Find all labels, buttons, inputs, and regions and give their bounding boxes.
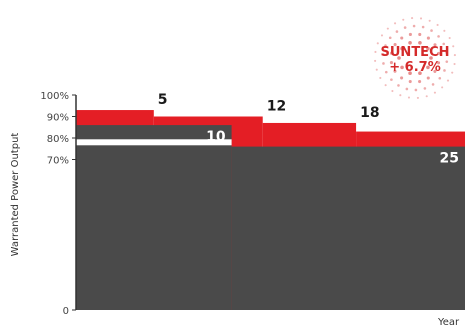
badge-dot <box>443 69 446 72</box>
y-tick-label-3: 90% <box>47 113 69 124</box>
badge-dot <box>384 44 387 47</box>
x-axis-title: Year <box>437 317 460 328</box>
badge-dot <box>379 76 382 79</box>
y-tick-label-1: 70% <box>47 156 69 167</box>
badge-percent-text: + 6.7% <box>389 60 440 75</box>
series-1-step-1 <box>231 146 465 310</box>
badge-brand-text: SUNTECH <box>381 45 450 60</box>
badge-dot <box>407 96 411 99</box>
series-layer <box>76 110 465 310</box>
badge-dot <box>397 84 400 87</box>
badge-dot <box>375 68 378 71</box>
badge-dot <box>453 54 456 57</box>
step-label-18: 18 <box>360 105 379 121</box>
badge-dot <box>441 86 444 89</box>
badge-dot <box>412 24 416 28</box>
badge-dot <box>445 60 449 63</box>
badge-dot <box>418 32 422 37</box>
badge-dot <box>442 42 446 46</box>
badge-dot <box>411 17 414 20</box>
badge-dot <box>400 36 404 40</box>
badge-dot <box>386 27 389 30</box>
badge-dot <box>428 19 431 22</box>
step-label-12: 12 <box>267 99 286 115</box>
badge-dot <box>382 62 385 65</box>
badge-dot <box>426 76 430 80</box>
badge-dot <box>421 25 425 29</box>
axes-layer: 0 70% 80% 90% 100% Warranted Power Output Year <box>10 91 460 328</box>
badge-dot <box>395 30 399 33</box>
badge-dot <box>453 62 456 66</box>
badge-dot <box>400 65 404 70</box>
badge-dot <box>391 89 394 93</box>
badge-dot <box>431 83 435 86</box>
badge-dot <box>433 69 437 73</box>
badge-dot <box>388 36 392 40</box>
reference-line <box>76 139 232 146</box>
badge-dot <box>374 50 377 54</box>
badge-dot <box>446 79 450 82</box>
badge-dot <box>393 43 397 47</box>
badge-dot <box>402 18 405 21</box>
badge-dot <box>403 26 407 29</box>
step-label-5: 5 <box>158 92 168 108</box>
badge-dot <box>399 94 402 97</box>
badge-dot <box>448 37 451 40</box>
badge-dot <box>416 96 419 99</box>
badge-dot <box>418 40 422 45</box>
badge-dot <box>438 76 442 80</box>
y-tick-label-0: 0 <box>63 306 69 317</box>
badge-dot <box>400 76 404 80</box>
badge-dot <box>443 29 446 32</box>
badge-dot <box>397 56 401 60</box>
badge-dot <box>426 65 430 70</box>
badge-dot <box>419 17 423 20</box>
step-label-10: 10 <box>206 129 226 145</box>
badge-dot <box>384 70 388 74</box>
badge-dot <box>418 80 422 84</box>
badge-dot <box>408 71 412 76</box>
badge-dot <box>405 87 409 91</box>
badge-dot <box>414 88 418 92</box>
badge-dot <box>423 87 427 90</box>
badge-dot <box>390 78 393 81</box>
badge-dot <box>384 84 387 87</box>
y-tick-label-4: 100% <box>40 91 69 102</box>
badge-dot <box>408 40 412 45</box>
badge-dot <box>376 42 379 45</box>
badge-dot <box>436 61 441 65</box>
badge-dot <box>374 59 377 62</box>
badge-dot <box>418 71 422 76</box>
badge-dot <box>452 45 455 48</box>
series-1-step-0 <box>76 125 232 310</box>
badge-dot <box>430 29 433 32</box>
badge-dot <box>437 51 441 55</box>
badge-dot <box>433 43 437 47</box>
badge-dot <box>436 23 439 27</box>
badge-dot <box>393 69 397 73</box>
badge-dot <box>451 71 454 74</box>
badge-dot <box>381 53 385 56</box>
y-tick-label-2: 80% <box>47 134 69 145</box>
step-label-25: 25 <box>440 151 459 167</box>
suntech-badge: SUNTECH+ 6.7% <box>374 17 456 99</box>
badge-dot <box>389 51 394 55</box>
badge-dot <box>408 79 412 84</box>
badge-dot <box>445 51 448 54</box>
y-axis-title: Warranted Power Output <box>10 133 21 257</box>
badge-dot <box>389 61 393 65</box>
badge-dot <box>394 22 397 25</box>
step-labels-layer: 5 12 18 10 25 <box>158 92 459 167</box>
badge-dot <box>400 46 404 51</box>
badge-dot <box>429 56 433 60</box>
badge-dot <box>426 36 430 40</box>
badge-dot <box>425 95 428 98</box>
badge-dot <box>433 91 436 94</box>
badge-dot <box>426 46 430 51</box>
badge-dot <box>408 32 412 36</box>
badge-dot <box>380 34 384 37</box>
badge-dot <box>437 35 440 38</box>
